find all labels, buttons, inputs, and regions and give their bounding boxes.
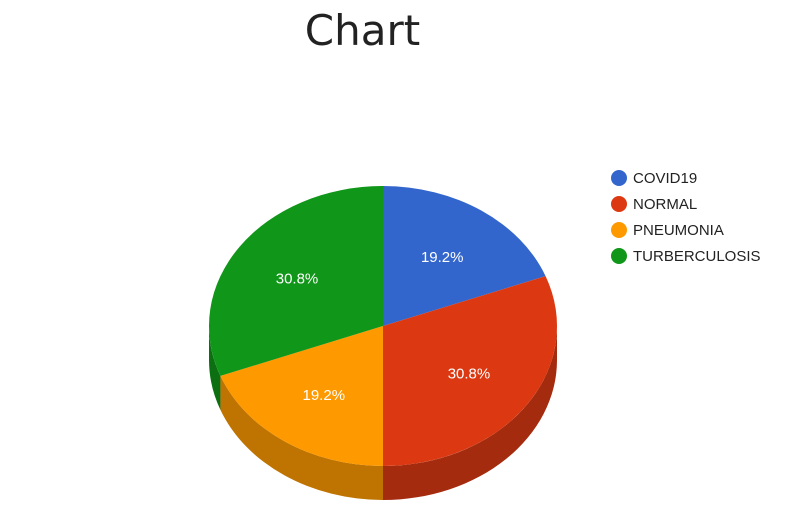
slice-pneumonia[interactable] <box>220 326 383 466</box>
pie-group <box>208 186 557 500</box>
slice-covid19[interactable] <box>383 186 546 326</box>
slice-label-turberculosis: 30.8% <box>276 270 319 287</box>
slice-label-pneumonia: 19.2% <box>303 387 346 404</box>
chart-title: Chart <box>304 6 421 55</box>
legend-marker-covid19[interactable] <box>611 170 627 186</box>
legend-label-turberculosis[interactable]: TURBERCULOSIS <box>633 248 761 265</box>
legend: COVID19 NORMAL PNEUMONIA TURBERCULOSIS <box>611 170 761 265</box>
slice-normal[interactable] <box>383 276 557 466</box>
legend-marker-normal[interactable] <box>611 196 627 212</box>
slice-side-turberculosis <box>209 326 221 410</box>
legend-label-covid19[interactable]: COVID19 <box>633 170 697 187</box>
slice-side-normal <box>383 326 557 500</box>
slice-label-normal: 30.8% <box>448 366 491 383</box>
legend-label-normal[interactable]: NORMAL <box>633 196 697 213</box>
slice-side-pneumonia <box>220 375 383 500</box>
slice-label-covid19: 19.2% <box>421 249 464 266</box>
slice-labels: 19.2% 30.8% 19.2% 30.8% <box>276 249 491 404</box>
legend-label-pneumonia[interactable]: PNEUMONIA <box>633 222 724 239</box>
legend-marker-turberculosis[interactable] <box>611 248 627 264</box>
slice-turberculosis[interactable] <box>208 186 383 376</box>
legend-marker-pneumonia[interactable] <box>611 222 627 238</box>
